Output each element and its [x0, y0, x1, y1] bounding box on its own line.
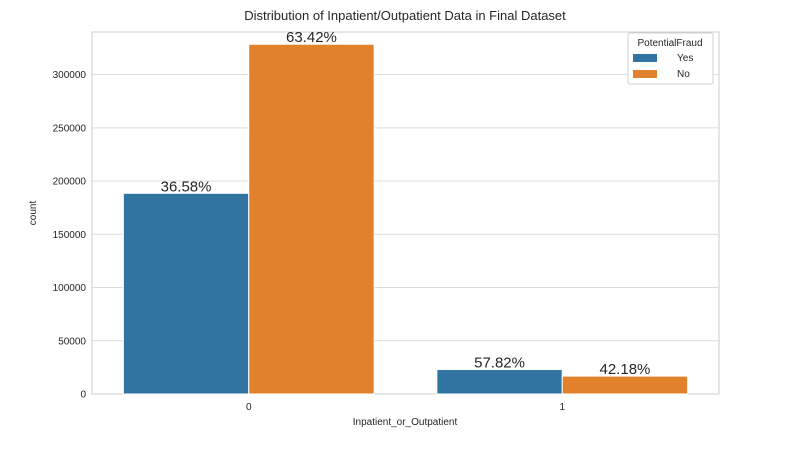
y-tick-label: 250000 [53, 123, 87, 134]
bar-percent-label: 57.82% [474, 355, 525, 372]
bar-percent-label: 63.42% [286, 29, 337, 46]
bar-yes-1 [436, 369, 563, 395]
y-axis-label: count [28, 201, 39, 226]
x-axis-label: Inpatient_or_Outpatient [353, 417, 458, 428]
bar-yes-0 [122, 192, 250, 395]
bar-percent-label: 42.18% [600, 361, 651, 378]
y-tick-label: 300000 [53, 70, 87, 81]
y-tick-label: 200000 [53, 177, 87, 188]
bar-no-0 [248, 43, 375, 395]
y-tick-label: 0 [80, 390, 86, 401]
bar-labels: 36.58% 63.42% 57.82% 42.18% [161, 29, 651, 378]
bars [122, 43, 689, 395]
legend-swatch-no [633, 70, 657, 78]
chart-title: Distribution of Inpatient/Outpatient Dat… [244, 8, 566, 23]
bar-percent-label: 36.58% [161, 178, 212, 195]
y-tick-label: 50000 [58, 336, 86, 347]
y-tick-label: 150000 [53, 230, 87, 241]
legend-label-yes: Yes [677, 53, 693, 64]
legend-swatch-yes [633, 54, 657, 62]
x-tick-label: 0 [246, 402, 252, 413]
legend-title: PotentialFraud [637, 38, 702, 49]
y-axis-ticks: 0 50000 100000 150000 200000 250000 300000 [53, 70, 87, 400]
bar-no-1 [561, 375, 689, 395]
legend-label-no: No [677, 69, 690, 80]
legend: PotentialFraud Yes No [627, 32, 714, 85]
y-tick-label: 100000 [53, 283, 87, 294]
x-tick-label: 1 [559, 402, 565, 413]
